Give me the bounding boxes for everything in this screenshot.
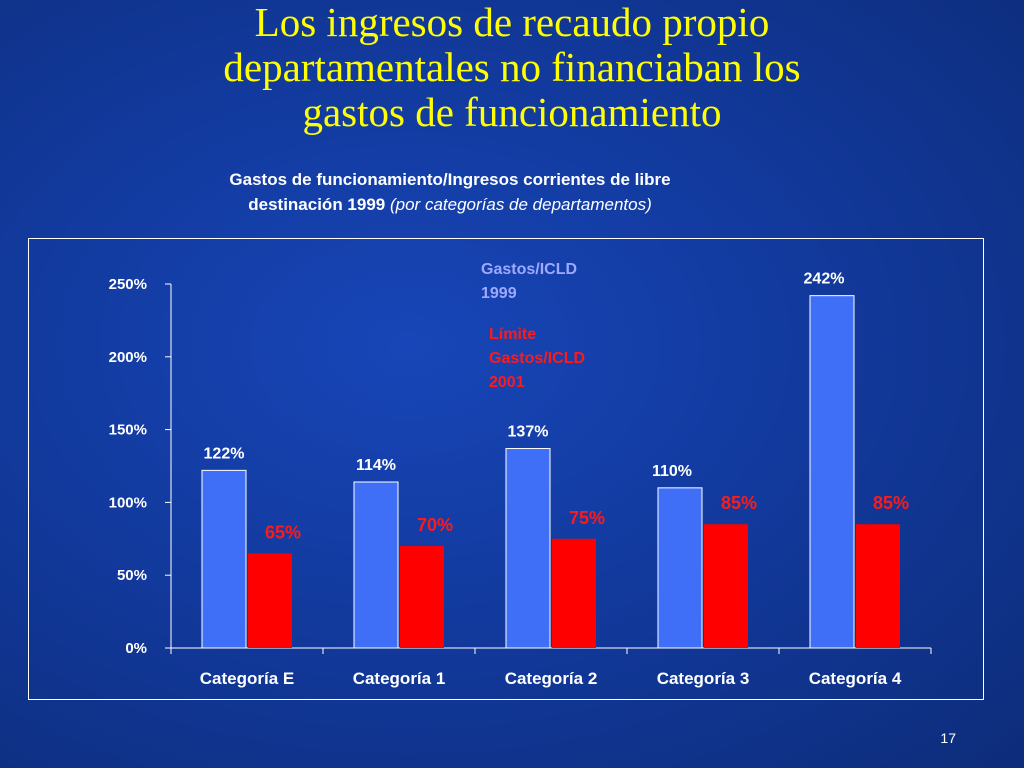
data-label-limite-2001: 70% [417,515,453,535]
y-tick-label: 100% [109,494,147,511]
data-label-gastos-1999: 110% [652,463,692,480]
y-tick-label: 0% [125,640,147,657]
x-category-label: Categoría E [200,669,294,688]
bar-limite-2001 [856,524,900,648]
chart-subtitle: Gastos de funcionamiento/Ingresos corrie… [0,167,900,217]
page-number: 17 [940,730,956,746]
title-line-1: Los ingresos de recaudo propio [254,0,770,45]
x-category-label: Categoría 1 [353,669,446,688]
bar-limite-2001 [248,553,292,648]
data-label-limite-2001: 75% [569,508,605,528]
y-tick-label: 50% [117,567,147,584]
legend-series-label: Gastos/ICLD [481,261,577,278]
bar-gastos-1999 [353,481,399,649]
data-label-gastos-1999: 137% [508,424,549,441]
data-label-limite-2001: 85% [873,493,909,513]
bar-gastos-1999 [809,295,855,649]
data-label-limite-2001: 85% [721,493,757,513]
legend-series-label: Límite [489,326,536,343]
bar-limite-2001 [552,538,596,648]
legend-series-label: Gastos/ICLD [489,350,585,367]
subtitle-italic-part: (por categorías de departamentos) [389,195,652,214]
subtitle-bold-part: destinación 1999 [248,195,386,214]
data-label-limite-2001: 65% [265,522,301,542]
bar-chart: 0% 50% 100% 150% 200% 250% Categoría E 122% 65% C… [109,261,932,688]
legend-series-label: 1999 [481,285,517,302]
subtitle-line-2: destinación 1999 (por categorías de depa… [0,192,900,217]
legend-series-label: 2001 [489,374,525,391]
title-line-3: gastos de funcionamiento [302,89,722,135]
x-category-label: Categoría 4 [809,669,902,688]
x-category-label: Categoría 2 [505,669,598,688]
data-label-gastos-1999: 242% [804,271,845,288]
bar-limite-2001 [704,524,748,648]
title-line-2: departamentales no financiaban los [223,44,801,90]
bar-gastos-1999 [201,469,247,649]
bar-limite-2001 [400,546,444,648]
data-label-gastos-1999: 114% [356,457,396,474]
bar-gastos-1999 [657,487,703,649]
data-label-gastos-1999: 122% [204,445,245,462]
y-tick-label: 150% [109,422,147,439]
y-tick-label: 250% [109,276,147,293]
x-category-label: Categoría 3 [657,669,750,688]
subtitle-line-1: Gastos de funcionamiento/Ingresos corrie… [229,170,671,189]
y-tick-label: 200% [109,349,147,366]
bar-gastos-1999 [505,448,551,649]
chart-frame: 0% 50% 100% 150% 200% 250% Categoría E 122% 65% C… [28,238,984,700]
slide-title: Los ingresos de recaudo propio departame… [0,0,1024,135]
